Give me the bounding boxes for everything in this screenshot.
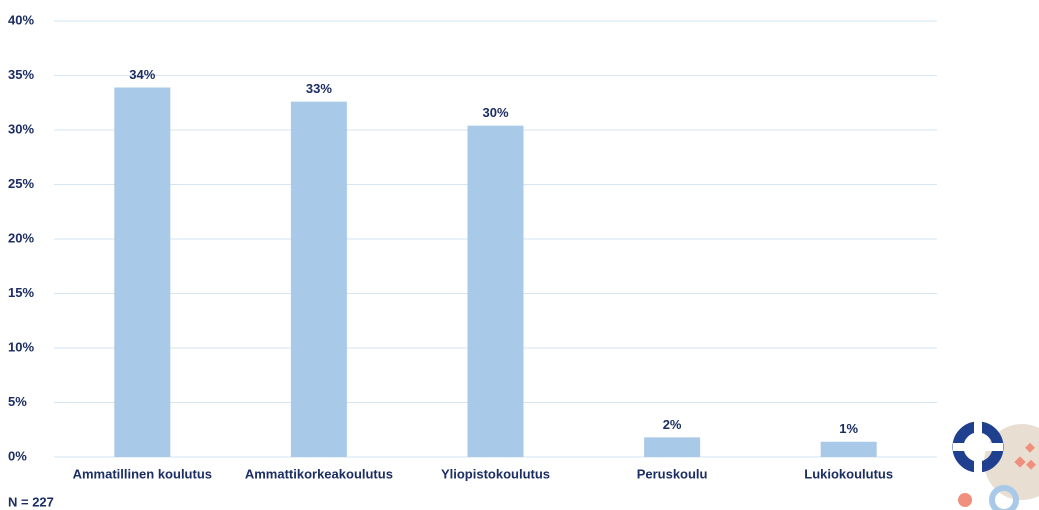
y-tick-label: 10% (8, 339, 34, 354)
value-label: 30% (482, 105, 508, 120)
value-label: 2% (663, 417, 682, 432)
y-tick-label: 5% (8, 394, 27, 409)
y-tick-label: 25% (8, 176, 34, 191)
bar (290, 101, 347, 457)
x-tick-label: Ammattikorkeakoulutus (245, 466, 393, 481)
bar (467, 125, 524, 457)
y-tick-label: 15% (8, 285, 34, 300)
y-tick-label: 30% (8, 121, 34, 136)
y-tick-label: 20% (8, 230, 34, 245)
decoration (952, 420, 1039, 510)
y-tick-label: 35% (8, 67, 34, 82)
x-tick-label: Lukiokoulutus (804, 466, 893, 481)
x-tick-label: Yliopistokoulutus (441, 466, 550, 481)
y-tick-label: 40% (8, 12, 34, 27)
bar (820, 441, 877, 457)
x-tick-label: Peruskoulu (637, 466, 708, 481)
value-label: 33% (306, 81, 332, 96)
note: N = 227 (8, 494, 54, 509)
value-label: 34% (129, 67, 155, 82)
bar (114, 87, 171, 458)
value-label: 1% (839, 421, 858, 436)
bar (644, 437, 701, 457)
x-tick-label: Ammatillinen koulutus (73, 466, 212, 481)
y-tick-label: 0% (8, 448, 27, 463)
